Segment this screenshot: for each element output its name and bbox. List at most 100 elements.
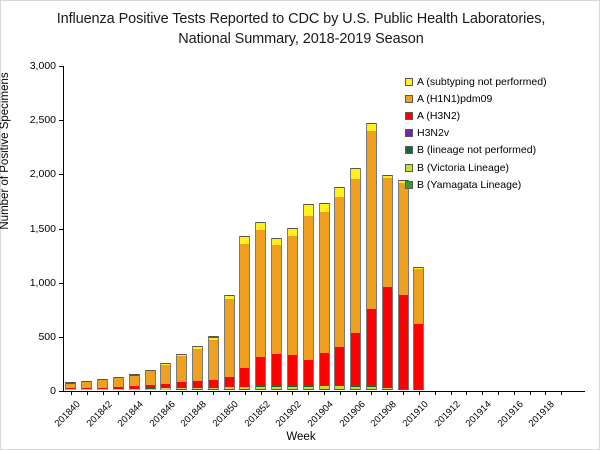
bar-top-border (176, 353, 188, 355)
bar-201846 (160, 363, 172, 390)
bar-top-border (350, 168, 362, 170)
bar-201901 (271, 238, 283, 390)
bar-top-border (255, 222, 267, 224)
bar-segment (223, 376, 235, 387)
bar-201904 (318, 203, 330, 390)
bar-segment (271, 385, 283, 387)
bar-segment (191, 389, 203, 390)
x-tick-label: 201850 (210, 399, 241, 430)
bar-201848 (191, 346, 203, 390)
x-tick-mark (482, 391, 484, 395)
y-tick-mark (59, 120, 63, 122)
x-tick-label: 201842 (84, 399, 115, 430)
y-axis-title: Number of Positive Specimens (0, 72, 11, 230)
bar-segment (223, 387, 235, 390)
bar-segment (365, 389, 377, 390)
y-tick-mark (59, 336, 63, 338)
x-tick-mark (434, 391, 436, 395)
x-tick-mark (403, 391, 405, 395)
x-tick-mark (276, 391, 278, 395)
bar-top-border (160, 363, 172, 365)
bar-segment (271, 386, 283, 390)
bar-segment (381, 387, 393, 390)
x-tick-mark (498, 391, 499, 395)
legend-swatch-icon (405, 180, 413, 189)
bar-segment (207, 379, 219, 388)
x-tick-mark (102, 391, 104, 395)
legend-label: B (Yamagata Lineage) (417, 178, 522, 191)
bar-segment (286, 228, 298, 236)
bar-201844 (128, 374, 140, 390)
bar-segment (160, 388, 172, 390)
bar-segment (176, 388, 188, 390)
bar-segment (160, 383, 172, 389)
x-tick-label: 201910 (400, 399, 431, 430)
bar-segment (223, 298, 235, 377)
bar-segment (350, 168, 362, 179)
bar-segment (144, 388, 156, 390)
y-tick-mark (59, 282, 63, 284)
bar-segment (286, 386, 298, 390)
legend-label: A (subtyping not performed) (417, 75, 547, 88)
bar-segment (97, 387, 109, 390)
x-tick-label: 201914 (463, 399, 494, 430)
bar-201907 (365, 123, 377, 390)
x-tick-mark (418, 391, 420, 395)
legend-swatch-icon (405, 77, 413, 86)
bar-201902 (286, 228, 298, 390)
bar-segment (381, 178, 393, 288)
bar-top-border (207, 336, 219, 338)
bar-segment (144, 385, 156, 389)
bar-201841 (81, 380, 93, 390)
x-tick-label: 201840 (52, 399, 83, 430)
bar-segment (112, 377, 124, 387)
x-tick-label: 201906 (337, 399, 368, 430)
bar-segment (318, 353, 330, 386)
bar-segment (365, 123, 377, 132)
bar-segment (255, 356, 267, 387)
legend-label: A (H1N1)pdm09 (417, 92, 493, 105)
bar-segment (239, 389, 251, 390)
legend-swatch-icon (405, 129, 413, 138)
x-tick-mark (70, 391, 72, 395)
bar-201906 (350, 168, 362, 390)
x-tick-mark (545, 391, 547, 395)
legend-label: B (lineage not performed) (417, 144, 537, 157)
bar-201850 (223, 295, 235, 390)
y-tick-mark (59, 391, 63, 392)
bar-segment (365, 385, 377, 387)
chart-title-line-2: National Summary, 2018-2019 Season (178, 31, 424, 47)
bar-segment (191, 348, 203, 382)
bar-segment (81, 381, 93, 389)
bar-segment (365, 131, 377, 309)
bar-segment (255, 222, 267, 231)
x-tick-label: 201902 (273, 399, 305, 430)
bar-segment (286, 385, 298, 387)
bar-segment (128, 375, 140, 387)
x-tick-mark (134, 391, 136, 395)
y-tick-label: 2,000 (29, 168, 56, 181)
bar-201851 (239, 235, 251, 390)
bar-segment (255, 385, 267, 387)
bar-top-border (318, 203, 330, 205)
bar-segment (302, 360, 314, 386)
x-tick-mark (324, 391, 325, 395)
x-tick-mark (165, 391, 167, 395)
bar-segment (128, 386, 140, 389)
x-tick-mark (466, 391, 468, 395)
x-tick-mark (260, 391, 262, 395)
bar-segment (255, 386, 267, 390)
x-tick-label: 201904 (305, 399, 336, 430)
legend-swatch-icon (405, 163, 413, 172)
x-tick-label: 201846 (147, 399, 178, 430)
bar-201845 (144, 369, 156, 390)
bar-top-border (81, 380, 93, 382)
chart-legend: A (subtyping not performed) A (H1N1)pdm09… (405, 73, 595, 193)
bar-segment (207, 387, 219, 390)
bar-201908 (381, 174, 393, 390)
bar-top-border (413, 267, 425, 269)
bar-segment (365, 386, 377, 390)
bar-segment (350, 385, 362, 387)
bar-segment (318, 203, 330, 213)
bar-segment (318, 386, 330, 390)
